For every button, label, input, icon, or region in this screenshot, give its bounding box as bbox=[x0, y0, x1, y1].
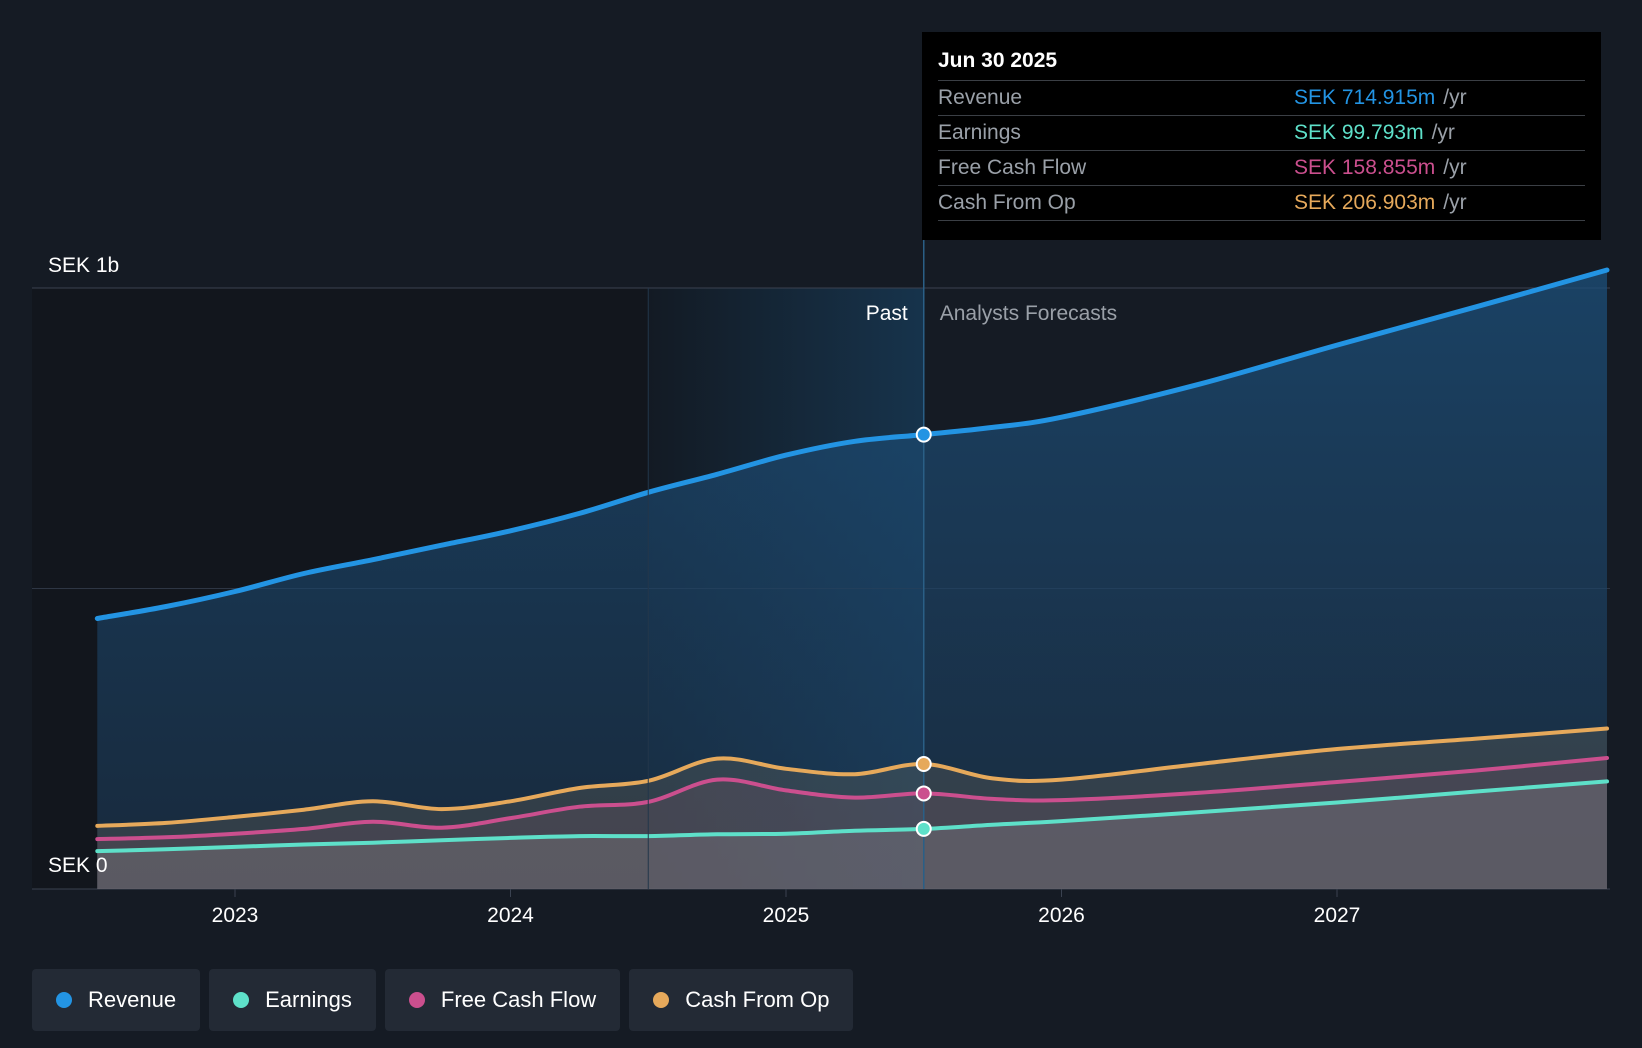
tooltip-row-cash-from-op: Cash From Op SEK 206.903m /yr bbox=[938, 185, 1585, 221]
tooltip-row-earnings: Earnings SEK 99.793m /yr bbox=[938, 115, 1585, 150]
tooltip-unit: /yr bbox=[1431, 121, 1455, 144]
tooltip-unit: /yr bbox=[1443, 86, 1467, 109]
y-axis-bottom-label: SEK 0 bbox=[48, 854, 108, 877]
line-cfo bbox=[95, 726, 1609, 828]
x-tick-label: 2026 bbox=[1038, 904, 1085, 927]
x-tick-label: 2027 bbox=[1314, 904, 1361, 927]
x-tick-label: 2025 bbox=[763, 904, 810, 927]
legend-label: Free Cash Flow bbox=[440, 987, 597, 1012]
tooltip-value: SEK 206.903m bbox=[1294, 191, 1436, 214]
legend-item-earnings[interactable]: Earnings bbox=[209, 969, 376, 1031]
x-tick-label: 2024 bbox=[487, 904, 534, 927]
tooltip-row-revenue: Revenue SEK 714.915m /yr bbox=[938, 80, 1585, 115]
tooltip-row-free-cash-flow: Free Cash Flow SEK 158.855m /yr bbox=[938, 150, 1585, 185]
tooltip-unit: /yr bbox=[1443, 191, 1467, 214]
tooltip-unit: /yr bbox=[1443, 156, 1467, 179]
area-revenue bbox=[97, 270, 1607, 889]
legend-label: Revenue bbox=[88, 987, 177, 1012]
marker-fcf bbox=[915, 785, 932, 802]
marker-revenue bbox=[915, 426, 932, 443]
line-fcf bbox=[95, 756, 1609, 842]
legend-dot-icon bbox=[233, 992, 250, 1008]
tooltip-date: Jun 30 2025 bbox=[938, 49, 1058, 72]
area-cfo bbox=[97, 728, 1607, 889]
marker-earnings bbox=[915, 820, 932, 837]
legend: Revenue Earnings Free Cash Flow Cash Fro… bbox=[32, 969, 854, 1031]
tooltip-value: SEK 99.793m bbox=[1294, 121, 1424, 144]
past-label: Past bbox=[866, 302, 908, 325]
tooltip-label: Earnings bbox=[938, 121, 1021, 144]
tooltip-label: Cash From Op bbox=[938, 191, 1076, 214]
forecast-label: Analysts Forecasts bbox=[940, 302, 1117, 325]
legend-dot-icon bbox=[653, 992, 670, 1008]
tooltip-label: Revenue bbox=[938, 86, 1023, 109]
area-earnings bbox=[97, 781, 1607, 889]
y-axis-top-label: SEK 1b bbox=[48, 254, 119, 277]
tooltip-label: Free Cash Flow bbox=[938, 156, 1087, 179]
legend-label: Earnings bbox=[265, 987, 352, 1012]
legend-label: Cash From Op bbox=[685, 987, 830, 1012]
tooltip: Jun 30 2025 Revenue SEK 714.915m /yr Ear… bbox=[922, 32, 1601, 240]
marker-cfo bbox=[915, 755, 932, 772]
tooltip-value: SEK 714.915m bbox=[1294, 86, 1436, 109]
legend-dot-icon bbox=[408, 992, 425, 1008]
line-earnings bbox=[95, 779, 1609, 854]
legend-item-free-cash-flow[interactable]: Free Cash Flow bbox=[384, 969, 621, 1031]
tooltip-value: SEK 158.855m bbox=[1294, 156, 1436, 179]
legend-item-revenue[interactable]: Revenue bbox=[32, 969, 201, 1031]
line-revenue bbox=[94, 267, 1610, 621]
legend-item-cash-from-op[interactable]: Cash From Op bbox=[629, 969, 854, 1031]
legend-dot-icon bbox=[56, 992, 72, 1008]
x-tick-label: 2023 bbox=[212, 904, 259, 927]
